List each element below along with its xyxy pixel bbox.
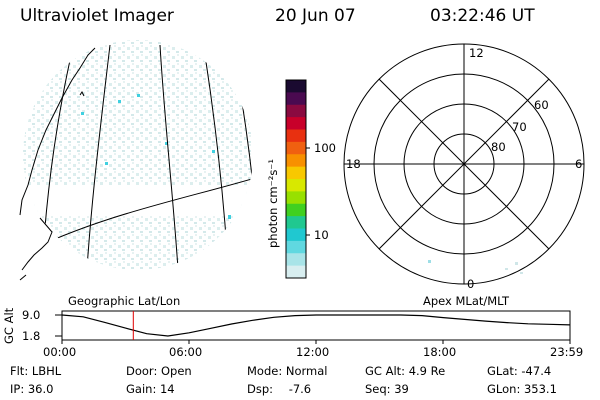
colorbar-swatch bbox=[286, 191, 306, 205]
colorbar-swatch bbox=[286, 117, 306, 131]
date-label: 20 Jun 07 bbox=[275, 6, 356, 26]
mlt-label-6: 6 bbox=[575, 157, 583, 171]
timeline-xtick-0600: 06:00 bbox=[169, 345, 203, 359]
param-door: Door: Open bbox=[126, 364, 192, 378]
app-title: Ultraviolet Imager bbox=[20, 6, 174, 26]
geographic-image-panel bbox=[19, 40, 253, 281]
coastline bbox=[19, 47, 96, 281]
polar-emission-spots bbox=[428, 260, 523, 274]
colorbar-swatch bbox=[286, 203, 306, 217]
apex-panel-label: Apex MLat/MLT bbox=[423, 294, 510, 308]
timeline-xtick-0000: 00:00 bbox=[43, 345, 77, 359]
colorbar-swatch bbox=[286, 104, 306, 118]
mlt-label-0: 0 bbox=[467, 277, 475, 291]
colorbar-swatch bbox=[286, 92, 306, 106]
altitude-timeline bbox=[55, 310, 571, 344]
mlt-label-12: 12 bbox=[469, 46, 484, 60]
geographic-panel-label: Geographic Lat/Lon bbox=[68, 294, 181, 308]
polar-diagonal-2 bbox=[378, 78, 550, 250]
timeline-ylabel: GC Alt bbox=[2, 307, 16, 344]
mlat-label-60: 60 bbox=[534, 98, 549, 112]
colorbar-swatch bbox=[286, 80, 306, 93]
polar-plot bbox=[343, 43, 585, 285]
colorbar-swatch bbox=[286, 240, 306, 254]
param-mode: Mode: Normal bbox=[247, 364, 328, 378]
param-seq: Seq: 39 bbox=[365, 382, 409, 396]
colorbar-tick-100: 100 bbox=[314, 141, 336, 155]
colorbar-tick-10: 10 bbox=[314, 228, 329, 242]
colorbar-swatch bbox=[286, 253, 306, 267]
colorbar-unit-label: photon cm⁻²s⁻¹ bbox=[266, 159, 280, 248]
mlt-label-18: 18 bbox=[346, 157, 361, 171]
timeline-xtick-1200: 12:00 bbox=[296, 345, 330, 359]
param-ip: IP: 36.0 bbox=[10, 382, 54, 396]
auroral-emission-field bbox=[23, 40, 253, 270]
colorbar-swatch bbox=[286, 216, 306, 230]
cyan-emission-spots bbox=[81, 94, 231, 219]
timeline-xtick-2359: 23:59 bbox=[550, 345, 584, 359]
altitude-series-line bbox=[61, 314, 571, 337]
param-gc-alt: GC Alt: 4.9 Re bbox=[365, 364, 446, 378]
colorbar bbox=[285, 79, 310, 279]
param-flt: Flt: LBHL bbox=[10, 364, 62, 378]
param-gain: Gain: 14 bbox=[126, 382, 175, 396]
colorbar-swatch bbox=[286, 154, 306, 168]
timeline-ytick-high: 9.0 bbox=[22, 308, 41, 322]
colorbar-swatch bbox=[286, 129, 306, 143]
mlat-label-80: 80 bbox=[491, 140, 506, 154]
colorbar-swatch bbox=[286, 141, 306, 155]
timeline-ytick-low: 1.8 bbox=[22, 329, 41, 343]
timeline-xtick-1800: 18:00 bbox=[423, 345, 457, 359]
colorbar-swatch bbox=[286, 228, 306, 242]
param-glon: GLon: 353.1 bbox=[487, 382, 557, 396]
colorbar-swatch bbox=[286, 179, 306, 192]
param-dsp: Dsp: -7.6 bbox=[247, 382, 312, 396]
time-label: 03:22:46 UT bbox=[430, 6, 535, 26]
mlat-label-70: 70 bbox=[512, 120, 527, 134]
colorbar-swatch bbox=[286, 166, 306, 180]
colorbar-swatch bbox=[286, 265, 306, 279]
param-glat: GLat: -47.4 bbox=[487, 364, 552, 378]
